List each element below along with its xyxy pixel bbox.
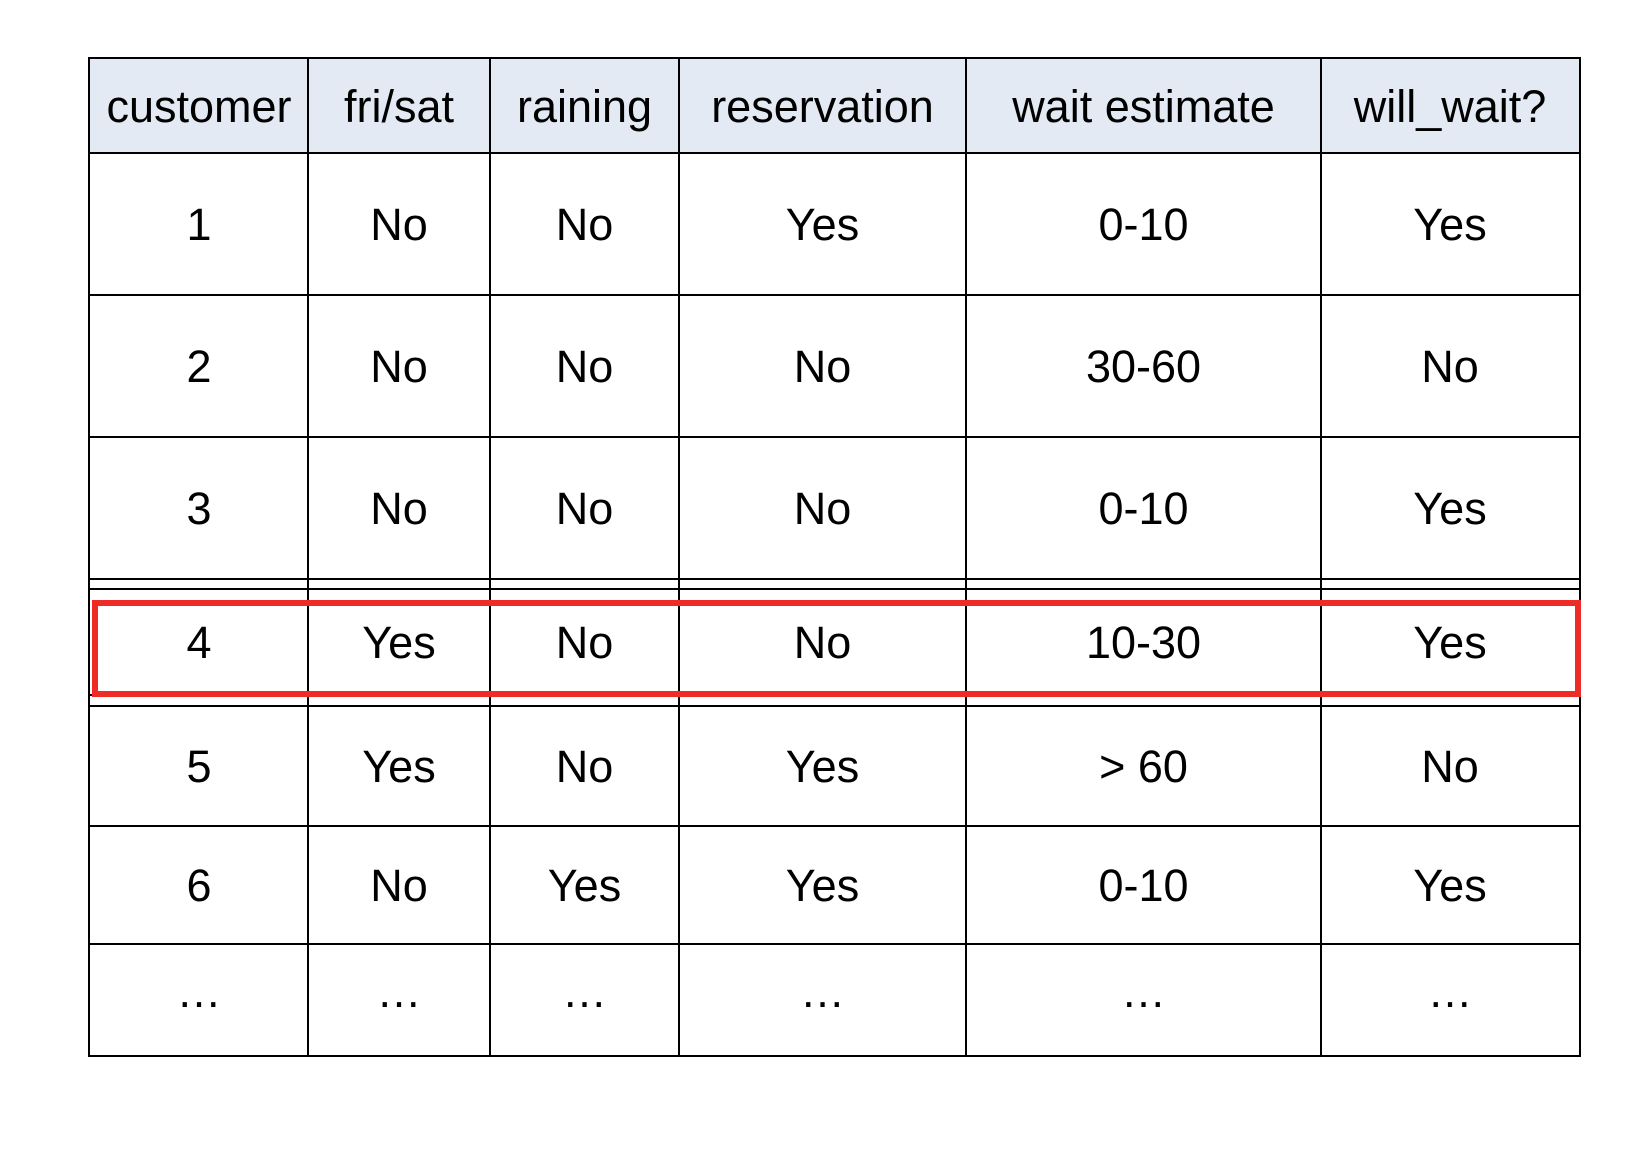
column-header: fri/sat xyxy=(343,80,455,132)
column-header: reservation xyxy=(711,80,934,132)
row-divider xyxy=(90,578,1579,580)
row-divider xyxy=(90,705,1579,707)
table-cell: Yes xyxy=(785,740,860,792)
table-cell: Yes xyxy=(1413,616,1487,668)
table-cell: No xyxy=(370,198,428,250)
table-cell: 2 xyxy=(186,340,212,392)
table-cell: 5 xyxy=(186,740,212,792)
table-cell: Yes xyxy=(362,616,436,668)
table-cell: … xyxy=(176,966,222,1017)
table-cell: 30-60 xyxy=(1085,340,1202,392)
table-cell: Yes xyxy=(785,859,860,911)
table-cell: No xyxy=(555,740,614,792)
column-divider xyxy=(307,59,309,1055)
table-cell: No xyxy=(370,482,428,534)
column-header: will_wait? xyxy=(1353,80,1547,132)
table-cell: No xyxy=(1421,740,1479,792)
table-cell: … xyxy=(1427,966,1473,1017)
column-header: wait estimate xyxy=(1012,80,1275,132)
table-cell: … xyxy=(376,966,422,1017)
table-cell: Yes xyxy=(785,198,860,250)
column-divider xyxy=(965,59,967,1055)
column-header: raining xyxy=(516,80,653,132)
row-divider xyxy=(90,294,1579,296)
table-cell: 3 xyxy=(186,482,212,534)
column-header: customer xyxy=(106,80,292,132)
row-divider xyxy=(90,588,1579,590)
row-divider xyxy=(90,825,1579,827)
table-cell: Yes xyxy=(547,859,622,911)
table-cell: No xyxy=(793,616,852,668)
table-cell: No xyxy=(793,482,852,534)
column-divider xyxy=(1320,59,1322,1055)
table-cell: No xyxy=(555,340,614,392)
table-cell: No xyxy=(555,482,614,534)
table-cell: Yes xyxy=(1413,859,1487,911)
column-divider xyxy=(678,59,680,1055)
row-divider xyxy=(90,436,1579,438)
table-header-background xyxy=(90,59,1579,153)
column-divider xyxy=(489,59,491,1055)
table-cell: No xyxy=(793,340,852,392)
table-cell: No xyxy=(555,198,614,250)
table-cell: 0-10 xyxy=(1098,482,1189,534)
table-cell: Yes xyxy=(1413,198,1487,250)
data-table: customer fri/sat raining reservation wait es… xyxy=(88,57,1581,1057)
table-cell: … xyxy=(800,966,845,1017)
row-divider xyxy=(90,943,1579,945)
row-divider xyxy=(90,152,1579,154)
table-cell: > 60 xyxy=(1099,740,1188,792)
table-cell: … xyxy=(562,966,607,1017)
table-cell: 1 xyxy=(186,198,212,250)
table-cell: 4 xyxy=(186,616,212,668)
table-cell: Yes xyxy=(1413,482,1487,534)
table-cell: 6 xyxy=(186,859,212,911)
table-cell: Yes xyxy=(362,740,436,792)
table-cell: 0-10 xyxy=(1098,198,1189,250)
highlighted-row-outline xyxy=(92,600,1581,697)
table-cell: 0-10 xyxy=(1098,859,1189,911)
table-cell: No xyxy=(370,859,428,911)
table-cell: No xyxy=(370,340,428,392)
table-cell: No xyxy=(555,616,614,668)
table-cell: No xyxy=(1421,340,1479,392)
table-cell: … xyxy=(1121,966,1166,1017)
table-cell: 10-30 xyxy=(1085,616,1202,668)
